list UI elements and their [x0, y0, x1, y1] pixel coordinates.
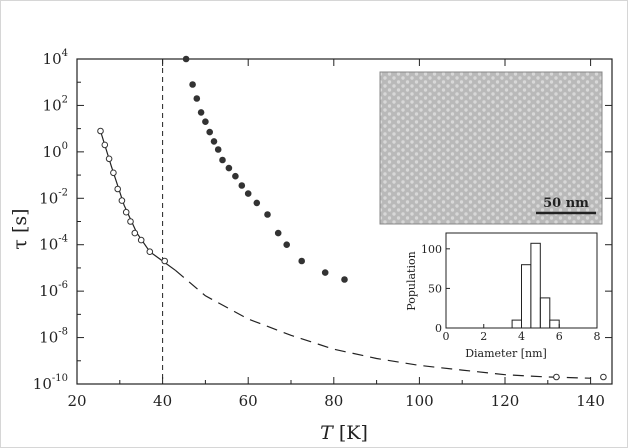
y-tick-exp: -10	[52, 373, 68, 384]
data-point-filled	[232, 172, 239, 180]
histogram-bar	[539, 297, 551, 329]
data-point-filled	[189, 81, 196, 88]
data-point-open	[161, 257, 168, 265]
y-tick-exp: 4	[62, 48, 68, 59]
data-point-filled	[206, 128, 213, 136]
data-point-filled	[264, 211, 271, 218]
y-tick-label: 10-6	[39, 280, 68, 300]
data-point-filled	[219, 156, 226, 164]
data-point-open	[137, 236, 145, 244]
histogram-x-tick-label: 2	[480, 330, 487, 343]
y-tick-base: 10	[39, 329, 58, 347]
data-point-filled	[253, 199, 261, 207]
series-line	[99, 130, 176, 271]
data-point-open	[127, 218, 134, 225]
tem-micrograph	[379, 71, 603, 225]
histogram-x-tick-label: 4	[518, 330, 525, 343]
data-point-filled	[214, 146, 222, 153]
data-point-filled	[238, 182, 246, 189]
y-axis-label: τ [s]	[9, 208, 31, 249]
histogram-y-tick-label: 100	[421, 243, 442, 256]
data-point-filled	[321, 269, 329, 276]
data-point-filled	[341, 276, 348, 283]
x-tick-label: 140	[576, 392, 605, 410]
y-tick-label: 100	[43, 141, 68, 161]
histogram-bars	[511, 242, 560, 329]
data-point-filled	[197, 109, 205, 116]
y-tick-base: 10	[33, 375, 52, 393]
data-point-open	[97, 127, 104, 135]
histogram-bar	[521, 264, 532, 329]
data-points	[97, 55, 607, 381]
y-tick-base: 10	[39, 282, 58, 300]
y-tick-exp: -2	[58, 187, 68, 198]
histogram-bar	[530, 242, 541, 329]
y-tick-base: 10	[39, 189, 58, 207]
data-point-filled	[202, 118, 209, 125]
y-tick-exp: -8	[58, 327, 68, 338]
data-point-filled	[274, 229, 282, 237]
y-tick-base: 10	[43, 143, 62, 161]
series-line	[175, 269, 591, 379]
histogram-y-label: Population	[405, 251, 418, 310]
y-tick-label: 10-8	[39, 327, 68, 347]
data-point-open	[122, 208, 130, 216]
histogram-ticks: 0 2 4 6 8 0 50 100	[421, 243, 601, 343]
histogram-y-tick-label: 0	[435, 322, 442, 335]
scale-bar-label: 50 nm	[543, 196, 589, 211]
main-axis-ticks	[76, 58, 612, 385]
x-tick-label: 120	[491, 392, 520, 410]
histogram-x-tick-label: 6	[556, 330, 563, 343]
data-point-filled	[225, 164, 233, 172]
y-tick-label: 10-2	[39, 187, 68, 207]
y-tick-base: 10	[43, 50, 62, 68]
main-tick-labels: 20 40 60 80 100 120 14010410210010-210-410-610…	[33, 48, 605, 410]
data-point-open	[146, 248, 154, 255]
data-point-open	[114, 185, 121, 193]
data-point-open	[600, 373, 607, 381]
y-tick-label: 10-4	[39, 234, 68, 254]
data-point-open	[101, 141, 109, 149]
y-tick-exp: 0	[62, 141, 68, 152]
histogram-bar	[549, 319, 560, 329]
data-point-open	[105, 155, 113, 163]
data-point-filled	[244, 190, 252, 197]
data-point-filled	[283, 241, 291, 248]
y-tick-base: 10	[39, 236, 58, 254]
data-point-open	[110, 169, 117, 177]
histogram-x-tick-label: 8	[594, 330, 601, 343]
y-tick-exp: -6	[58, 280, 68, 291]
histogram-x-label: Diameter [nm]	[465, 347, 547, 360]
x-axis-label: T [K]	[320, 422, 368, 444]
data-point-open	[553, 373, 560, 381]
y-tick-label: 102	[43, 94, 68, 114]
y-tick-label: 104	[43, 48, 68, 68]
histogram-x-tick-label: 0	[443, 330, 450, 343]
data-point-open	[118, 197, 126, 204]
x-tick-label: 100	[405, 392, 434, 410]
y-tick-label: 10-10	[33, 373, 68, 393]
x-tick-label: 60	[239, 392, 258, 410]
data-point-filled	[210, 138, 218, 145]
data-point-filled	[182, 55, 190, 63]
y-tick-exp: -4	[58, 234, 68, 245]
data-point-open	[131, 229, 139, 237]
x-tick-label: 20	[67, 392, 86, 410]
data-point-filled	[298, 257, 306, 265]
data-point-filled	[193, 95, 201, 102]
y-tick-exp: 2	[62, 94, 68, 105]
x-tick-label: 80	[324, 392, 343, 410]
x-tick-label: 40	[153, 392, 172, 410]
y-tick-base: 10	[43, 96, 62, 114]
histogram-bar	[511, 319, 522, 329]
histogram-y-tick-label: 50	[428, 282, 442, 295]
